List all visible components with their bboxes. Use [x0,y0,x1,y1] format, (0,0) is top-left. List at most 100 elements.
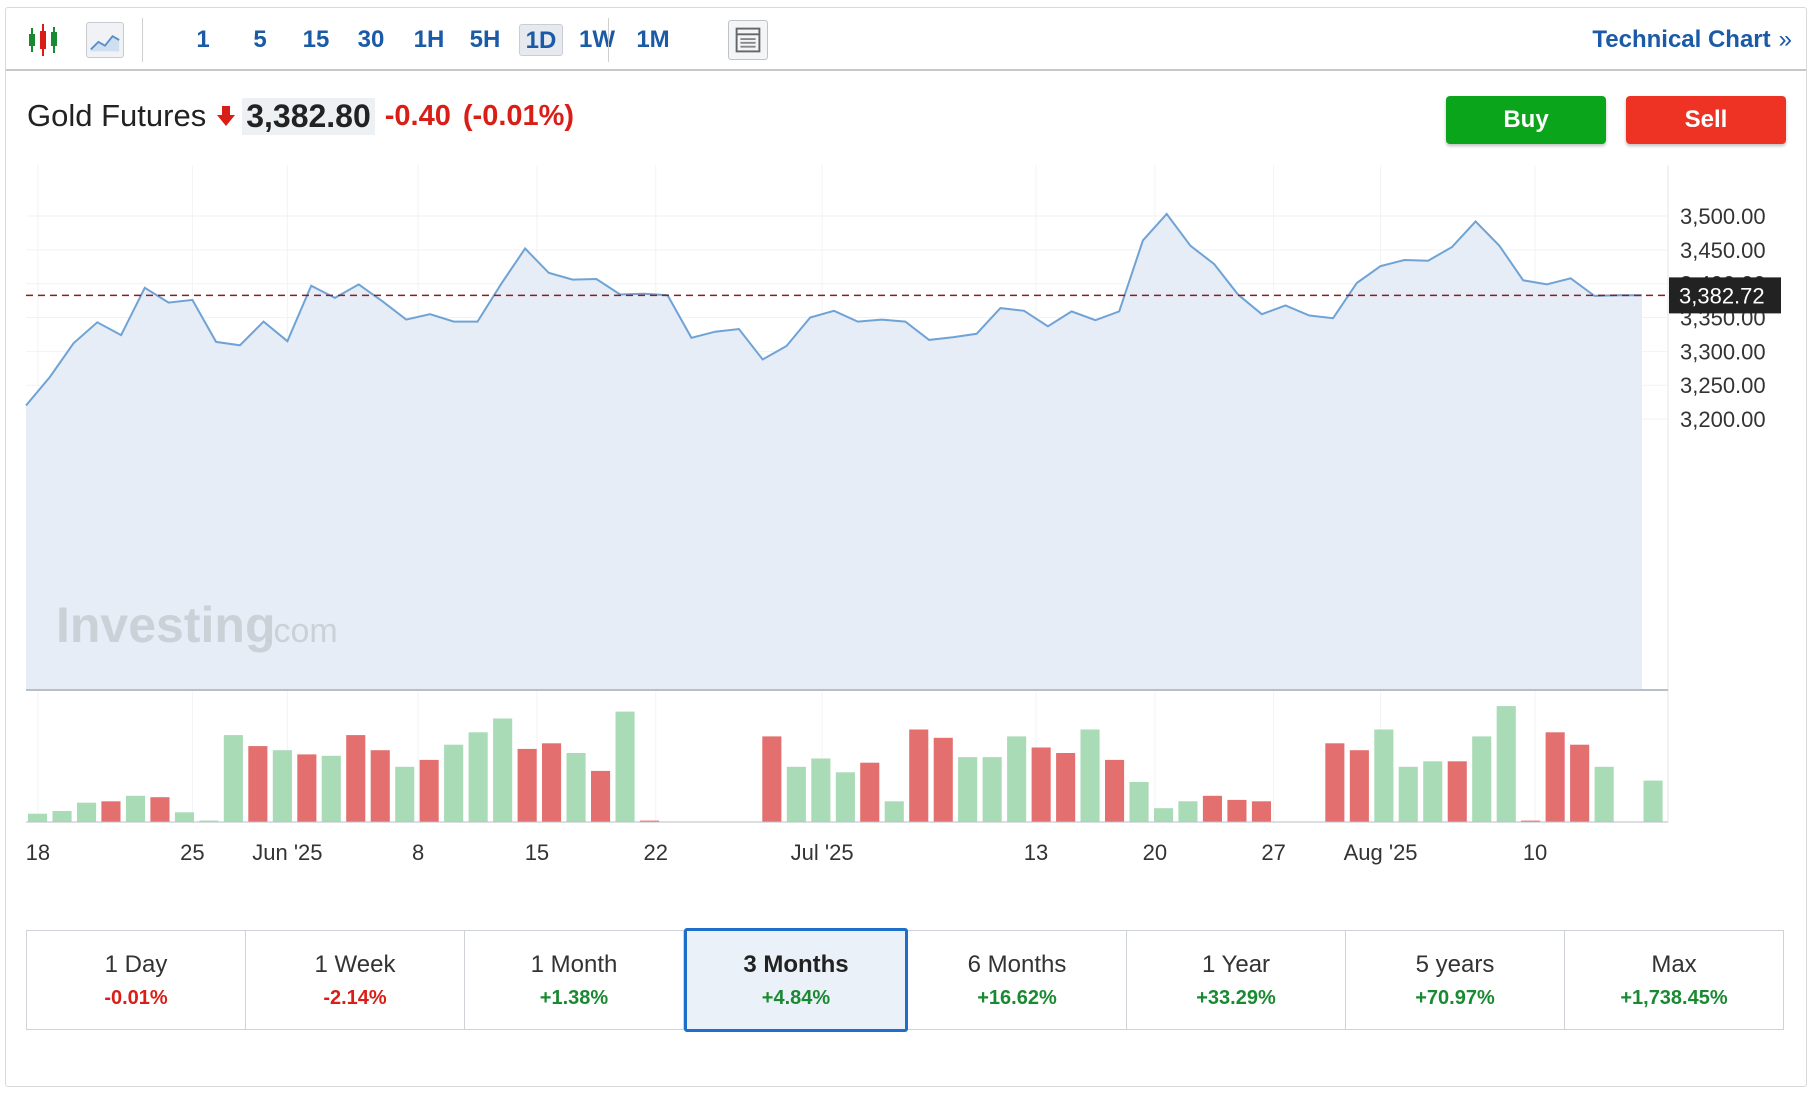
buy-button[interactable]: Buy [1446,96,1606,144]
toolbar-separator [142,18,143,62]
volume-bar [1472,736,1492,822]
volume-bar [150,797,170,822]
volume-bar [1251,801,1271,822]
range-1-day[interactable]: 1 Day -0.01% [27,931,246,1029]
volume-bar [52,811,72,822]
chart-widget: 1 5 15 30 1H 5H 1D 1W 1M Technical Chart» Gold F… [5,7,1807,1087]
price-area [26,214,1642,690]
y-tick-label: 3,200.00 [1680,407,1766,432]
volume-bar [346,735,366,822]
x-tick-label: Aug '25 [1344,840,1418,865]
toolbar-separator [608,18,609,62]
x-tick-label: 18 [26,840,50,865]
volume-bar [444,744,464,822]
range-1-year[interactable]: 1 Year +33.29% [1127,931,1346,1029]
interval-5h[interactable]: 5H [469,26,501,53]
volume-bar [982,757,1002,822]
area-chart-icon[interactable] [86,22,124,58]
volume-bar [493,718,513,822]
range-label: 1 Day [104,951,168,978]
current-price-label: 3,382.72 [1679,283,1765,308]
volume-bar [419,759,439,822]
interval-1[interactable]: 1 [196,26,210,53]
interval-1w[interactable]: 1W [579,26,615,53]
sell-button[interactable]: Sell [1626,96,1786,144]
interval-15[interactable]: 15 [302,26,330,53]
volume-bar [125,795,145,822]
range-6-months[interactable]: 6 Months +16.62% [908,931,1127,1029]
range-label: 1 Year [1201,951,1271,978]
x-axis: 18 25 Jun '25 8 15 22 Jul '25 13 20 27 Aug '25 10 [26,840,1548,865]
volume-bar [811,758,831,822]
volume-bar [1202,795,1222,822]
volume-bar [199,820,219,822]
interval-1m[interactable]: 1M [636,26,670,53]
interval-5[interactable]: 5 [253,26,267,53]
volume-bar [1178,801,1198,822]
technical-chart-label: Technical Chart [1592,26,1771,53]
volume-bar [297,754,317,822]
volume-bar [28,813,48,822]
volume-bar [566,753,586,822]
chart-toolbar: 1 5 15 30 1H 5H 1D 1W 1M Technical Chart» [6,8,1806,71]
candlestick-icon[interactable] [24,22,64,58]
watermark-logo: Investing [56,597,275,653]
volume-bar [1594,766,1614,822]
range-1-week[interactable]: 1 Week -2.14% [246,931,465,1029]
volume-bar [639,820,659,822]
watermark-suffix: .com [264,612,338,650]
volume-bar [517,748,537,822]
price-change-percent: (-0.01%) [462,99,575,132]
volume-bar [542,743,562,822]
volume-bar [1154,808,1174,822]
volume-bar [1325,743,1345,822]
volume-bar [1056,753,1076,822]
last-price: 3,382.80 [242,97,375,135]
y-tick-label: 3,300.00 [1680,339,1766,364]
volume-bar [1447,761,1467,822]
volume-bar [1643,780,1663,822]
volume-bar [468,732,488,822]
volume-bar [321,755,341,822]
volume-bar [1545,732,1565,822]
volume-bar [1570,744,1590,822]
x-tick-label: 20 [1143,840,1167,865]
volume-bar [1129,782,1149,822]
range-3-months[interactable]: 3 Months +4.84% [684,928,908,1032]
volume-bar [395,766,415,822]
volume-bar [933,737,953,822]
volume-bar [1521,820,1541,822]
volume-bar [860,762,880,822]
interval-1h[interactable]: 1H [413,26,445,53]
range-change: +1.38% [539,987,609,1009]
range-1-month[interactable]: 1 Month +1.38% [465,931,684,1029]
volume-bar [1031,747,1051,822]
y-axis: 3,500.003,450.003,400.003,350.003,300.00… [1680,204,1766,432]
y-tick-label: 3,500.00 [1680,204,1766,229]
volume-bar [615,711,635,822]
volume-bar [909,729,929,822]
arrow-down-icon [217,106,236,126]
range-max[interactable]: Max +1,738.45% [1565,931,1783,1029]
range-5-years[interactable]: 5 years +70.97% [1346,931,1565,1029]
x-tick-label: 22 [644,840,668,865]
volume-bar [1227,799,1247,822]
layout-icon[interactable] [728,20,768,60]
x-tick-label: 8 [412,840,424,865]
range-label: 1 Week [314,951,396,978]
y-tick-label: 3,450.00 [1680,238,1766,263]
volume-bar [370,750,390,822]
interval-30[interactable]: 30 [357,26,385,53]
technical-chart-link[interactable]: Technical Chart » [1592,26,1792,54]
volume-bar [958,757,978,822]
x-tick-label: 15 [525,840,549,865]
volume-bar [77,802,97,822]
interval-1d[interactable]: 1D [519,24,563,56]
volume-bar [1007,736,1027,822]
range-change: +1,738.45% [1620,987,1728,1009]
range-change: +4.84% [761,987,831,1009]
volume-bar [1496,706,1516,822]
range-label: 1 Month [530,951,618,978]
y-tick-label: 3,250.00 [1680,373,1766,398]
